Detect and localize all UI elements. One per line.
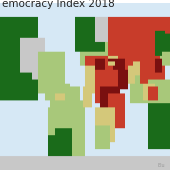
- Text: Eiu: Eiu: [157, 163, 165, 168]
- Text: emocracy Index 2018: emocracy Index 2018: [2, 0, 115, 9]
